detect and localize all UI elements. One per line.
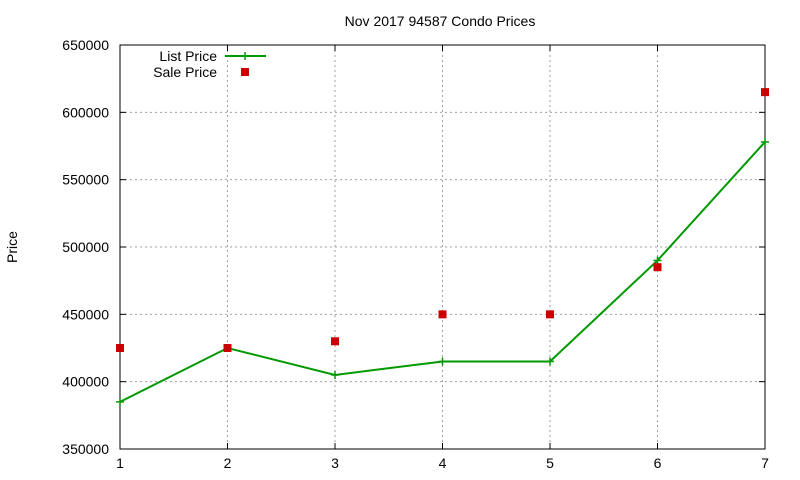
y-tick-label: 550000 bbox=[62, 172, 109, 188]
series-sale-price bbox=[116, 88, 769, 352]
x-tick-label: 5 bbox=[546, 455, 554, 471]
y-tick-label: 350000 bbox=[62, 441, 109, 457]
data-point-list-price bbox=[546, 357, 554, 366]
data-point-list-price bbox=[116, 397, 124, 406]
chart-title: Nov 2017 94587 Condo Prices bbox=[345, 13, 536, 29]
y-axis-label: Price bbox=[4, 231, 20, 263]
y-tick-label: 500000 bbox=[62, 239, 109, 255]
data-point-list-price bbox=[331, 370, 339, 379]
x-tick-label: 6 bbox=[654, 455, 662, 471]
y-tick-label: 400000 bbox=[62, 374, 109, 390]
data-point-sale-price bbox=[223, 344, 232, 352]
y-tick-label: 600000 bbox=[62, 104, 109, 120]
x-tick-label: 4 bbox=[439, 455, 447, 471]
data-point-sale-price bbox=[546, 310, 554, 319]
legend-label: Sale Price bbox=[153, 64, 217, 80]
y-tick-label: 650000 bbox=[62, 37, 109, 53]
x-tick-label: 1 bbox=[116, 455, 124, 471]
y-axis: 350000 400000 450000 500000 550000 600000 6500… bbox=[62, 37, 765, 457]
x-tick-label: 7 bbox=[761, 455, 769, 471]
data-point-sale-price bbox=[438, 310, 447, 319]
legend-label: List Price bbox=[159, 48, 217, 64]
legend-swatch-marker bbox=[241, 52, 249, 60]
grid-lines bbox=[120, 45, 765, 449]
x-tick-label: 2 bbox=[224, 455, 232, 471]
legend-item-list-price: List Price bbox=[159, 48, 266, 64]
data-point-sale-price bbox=[761, 88, 769, 97]
data-point-sale-price bbox=[331, 337, 339, 346]
x-tick-label: 3 bbox=[331, 455, 339, 471]
legend-swatch-marker bbox=[241, 68, 249, 76]
series-layer bbox=[116, 88, 769, 406]
data-point-list-price bbox=[653, 256, 662, 265]
legend-item-sale-price: Sale Price bbox=[153, 64, 249, 80]
data-point-sale-price bbox=[116, 344, 124, 352]
x-axis: 1 2 3 4 5 6 7 bbox=[116, 45, 769, 471]
data-point-sale-price bbox=[653, 263, 662, 272]
data-point-list-price bbox=[438, 357, 447, 366]
data-point-list-price bbox=[761, 137, 769, 146]
y-tick-label: 450000 bbox=[62, 306, 109, 322]
